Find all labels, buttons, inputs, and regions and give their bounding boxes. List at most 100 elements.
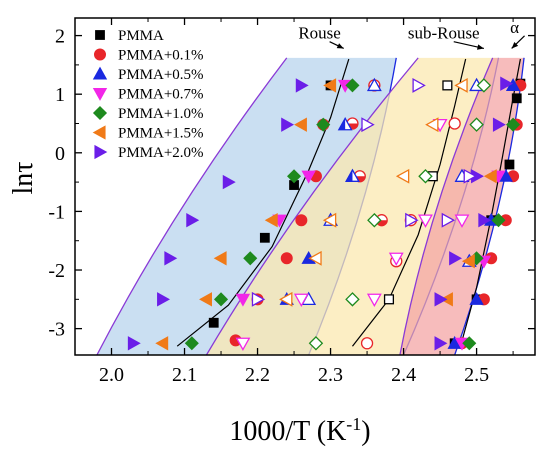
point-series4-filled-8 <box>491 213 506 228</box>
point-series4-filled-3 <box>287 169 302 184</box>
point-series6-filled-8 <box>434 292 448 307</box>
point-series4-filled-9 <box>506 117 521 132</box>
point-series1-filled-3 <box>295 214 308 227</box>
point-series5-filled-7 <box>461 254 475 269</box>
legend-label: PMMA+0.7% <box>118 87 204 103</box>
x-tick-label: 2.4 <box>391 364 416 386</box>
point-series5-open-2 <box>322 212 337 228</box>
point-series5-filled-5 <box>323 78 337 93</box>
point-series6-filled-0 <box>127 336 141 351</box>
point-series1-filled-2 <box>280 252 293 265</box>
legend-label: PMMA+1.5% <box>118 126 204 142</box>
annotation-label: sub-Rouse <box>408 24 480 43</box>
band-layer <box>96 57 525 355</box>
y-tick-label: 1 <box>55 84 65 106</box>
point-series3-open-0 <box>235 337 251 351</box>
point-series0-open-2 <box>442 80 453 91</box>
point-series4-open-3 <box>418 168 433 184</box>
point-series5-filled-0 <box>155 336 169 351</box>
annotation-arrow-head <box>336 43 344 49</box>
point-series5-open-0 <box>279 291 293 307</box>
x-tick-label: 2.1 <box>172 364 197 386</box>
point-series3-open-4 <box>418 214 433 228</box>
x-tick-label: 2.5 <box>464 364 489 386</box>
point-series6-open-4 <box>463 168 477 184</box>
point-series5-open-5 <box>454 77 468 93</box>
x-tick-label: 2.0 <box>99 364 124 386</box>
point-series5-filled-8 <box>483 169 497 184</box>
annotation-arrow-head <box>476 44 484 50</box>
point-series5-open-4 <box>425 117 439 133</box>
point-series6-open-1 <box>361 117 375 133</box>
point-series2-half-0-half <box>338 118 346 130</box>
point-series6-filled-4 <box>222 174 236 190</box>
point-series4-filled-0 <box>184 336 199 351</box>
point-series6-filled-1 <box>157 292 170 307</box>
point-series4-open-4 <box>469 117 484 132</box>
x-axis-label-main: 1000/T (K <box>229 416 346 447</box>
annotation-label: α <box>510 18 519 37</box>
legend-marker-0 <box>95 30 105 40</box>
point-series5-filled-4 <box>293 117 307 132</box>
x-axis-label-close: ) <box>361 416 370 447</box>
legend-marker-6 <box>94 144 108 160</box>
point-series4-open-5 <box>476 78 492 93</box>
point-series4-open-0 <box>308 336 324 351</box>
point-series3-filled-0 <box>235 293 251 307</box>
y-tick-label: -3 <box>48 319 65 341</box>
point-series2-half-0 <box>337 117 353 131</box>
point-series6-filled-6 <box>295 78 309 93</box>
point-series4-filled-1 <box>213 292 229 307</box>
point-series6-filled-5 <box>281 117 295 132</box>
y-tick-label: -1 <box>48 201 65 223</box>
data-point-layer <box>127 76 527 351</box>
point-series4-filled-6 <box>462 336 477 351</box>
x-axis-label: 1000/T (K-1) <box>229 414 370 447</box>
annotation-arrow-head <box>511 42 519 49</box>
y-tick-label: 0 <box>55 143 65 165</box>
band-alpha-left-edge <box>399 57 494 355</box>
band-rouse-left-edge <box>96 57 288 355</box>
fit-line-rouse <box>176 58 350 347</box>
point-series0-filled-7 <box>504 159 515 170</box>
point-series6-filled-9 <box>449 251 463 266</box>
point-series1-open-3 <box>448 117 461 130</box>
x-axis-label-superscript: -1 <box>346 414 361 434</box>
point-series0-filled-0 <box>208 317 219 328</box>
legend-label: PMMA+2.0% <box>118 145 204 161</box>
point-series5-filled-1 <box>199 292 212 307</box>
x-tick-label: 2.3 <box>318 364 343 386</box>
point-series3-open-1 <box>293 293 309 307</box>
legend-marker-3 <box>92 87 108 101</box>
y-tick-label: 2 <box>55 26 65 48</box>
point-series0-open-0 <box>383 294 395 305</box>
point-series6-open-0 <box>251 291 266 307</box>
point-series0-filled-1 <box>259 232 270 243</box>
point-series6-open-5 <box>412 77 426 93</box>
band-alpha-fill <box>399 57 525 355</box>
legend-label: PMMA+1.0% <box>118 106 204 122</box>
point-series6-filled-7 <box>434 336 448 351</box>
point-series6-open-3 <box>441 212 456 228</box>
point-series1-open-0 <box>360 337 374 350</box>
point-series2-half-1 <box>345 168 360 182</box>
legend-marker-4 <box>92 105 108 121</box>
legend-marker-2 <box>92 66 108 80</box>
point-series4-open-2 <box>367 212 382 228</box>
point-series4-open-1 <box>345 292 360 307</box>
plot-frame <box>74 17 536 356</box>
point-series6-filled-2 <box>164 251 178 266</box>
y-axis-label: lnτ <box>8 161 39 194</box>
legend-label: PMMA+0.5% <box>118 67 204 83</box>
legend-marker-1 <box>94 48 106 61</box>
band-sub-rouse-left-edge <box>205 57 419 355</box>
axis-ticks: 2.0 2.1 2.2 2.3 2.4 2.5 -3 -2 -1 0 1 2 <box>48 18 535 386</box>
point-series3-filled-2 <box>301 170 316 184</box>
point-series4-filled-5 <box>345 78 360 93</box>
point-series5-open-3 <box>395 168 410 184</box>
point-series6-filled-3 <box>186 213 200 228</box>
point-series3-open-2 <box>366 293 382 307</box>
point-series2-filled-4 <box>469 291 484 305</box>
point-series3-open-6 <box>454 214 470 228</box>
